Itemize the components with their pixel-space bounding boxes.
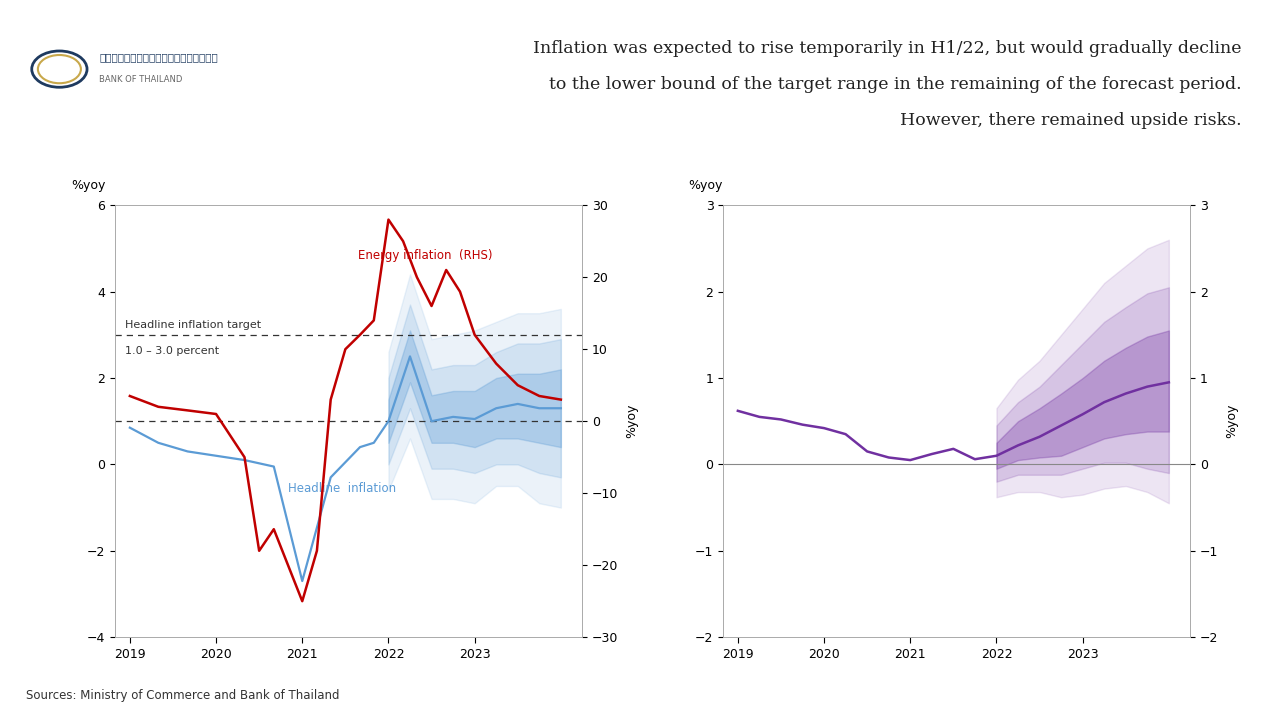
Text: Headline inflation target: Headline inflation target <box>124 320 261 330</box>
Text: Core inflation projection: Core inflation projection <box>854 166 1047 180</box>
Y-axis label: %yoy: %yoy <box>1225 404 1239 438</box>
Text: BANK OF THAILAND: BANK OF THAILAND <box>100 75 183 84</box>
Text: %yoy: %yoy <box>689 179 722 192</box>
Text: Energy inflation  (RHS): Energy inflation (RHS) <box>358 249 493 262</box>
Text: However, there remained upside risks.: However, there remained upside risks. <box>900 112 1242 129</box>
Text: Headline  inflation: Headline inflation <box>288 482 397 495</box>
Text: 1.0 – 3.0 percent: 1.0 – 3.0 percent <box>124 346 219 356</box>
Text: %yoy: %yoy <box>70 179 105 192</box>
Text: Inflation was expected to rise temporarily in H1/22, but would gradually decline: Inflation was expected to rise temporari… <box>532 40 1242 57</box>
Text: Sources: Ministry of Commerce and Bank of Thailand: Sources: Ministry of Commerce and Bank o… <box>26 689 339 702</box>
Text: to the lower bound of the target range in the remaining of the forecast period.: to the lower bound of the target range i… <box>549 76 1242 93</box>
Text: ธนาคารแห่งประเทศไทย: ธนาคารแห่งประเทศไทย <box>100 52 218 62</box>
Text: Headline inflation projection: Headline inflation projection <box>223 166 449 180</box>
Y-axis label: %yoy: %yoy <box>626 404 639 438</box>
